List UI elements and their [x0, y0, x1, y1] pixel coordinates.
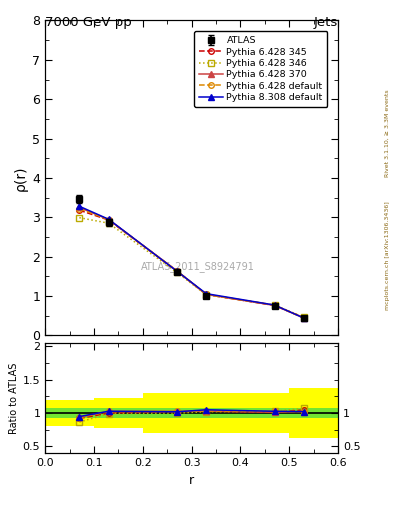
- Legend: ATLAS, Pythia 6.428 345, Pythia 6.428 346, Pythia 6.428 370, Pythia 6.428 defaul: ATLAS, Pythia 6.428 345, Pythia 6.428 34…: [194, 32, 327, 106]
- Text: Rivet 3.1.10, ≥ 3.3M events: Rivet 3.1.10, ≥ 3.3M events: [385, 89, 389, 177]
- Text: ATLAS_2011_S8924791: ATLAS_2011_S8924791: [141, 261, 254, 271]
- X-axis label: r: r: [189, 474, 194, 486]
- Y-axis label: ρ(r): ρ(r): [14, 165, 28, 190]
- Text: Jets: Jets: [314, 15, 338, 29]
- Text: mcplots.cern.ch [arXiv:1306.3436]: mcplots.cern.ch [arXiv:1306.3436]: [385, 202, 389, 310]
- Text: 7000 GeV pp: 7000 GeV pp: [45, 15, 132, 29]
- Y-axis label: Ratio to ATLAS: Ratio to ATLAS: [9, 362, 18, 434]
